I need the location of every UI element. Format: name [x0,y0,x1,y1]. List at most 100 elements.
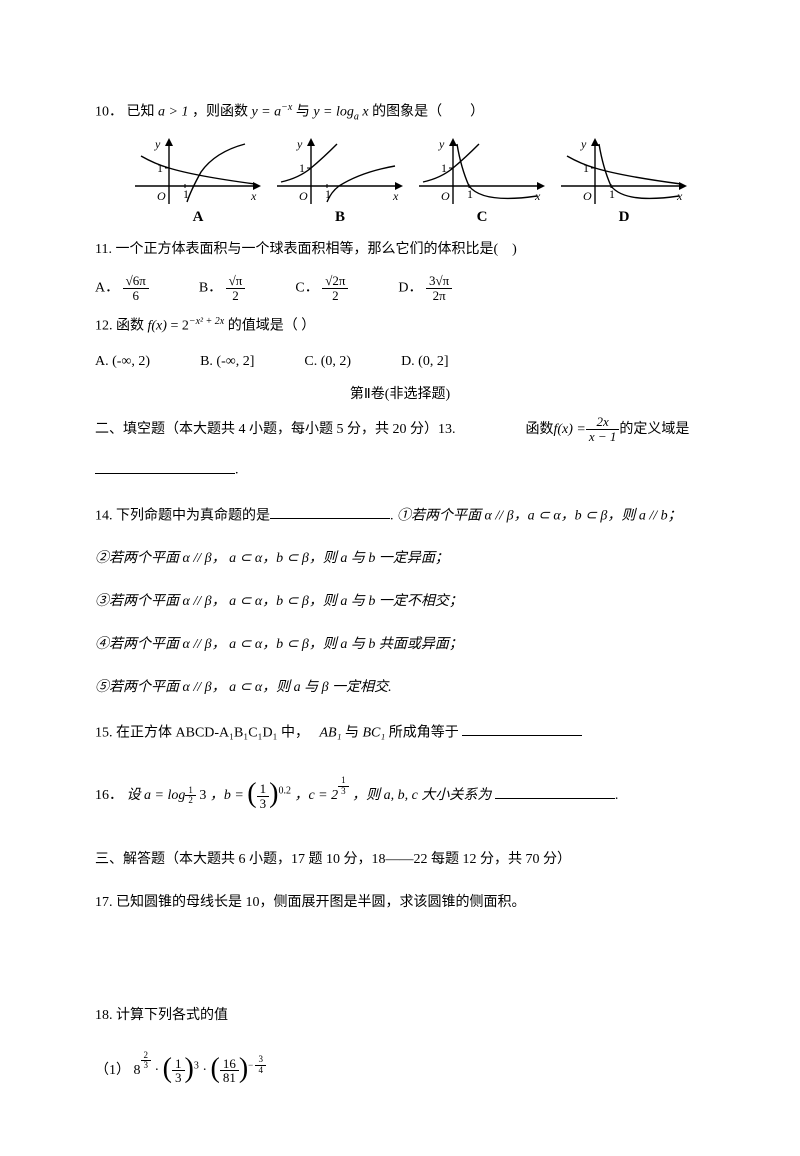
q18-num: 18. [95,1008,113,1023]
q16-num: 16． [95,788,123,803]
q16-b-basefrac: 13 [257,782,270,810]
q16-b-d: 3 [257,797,270,811]
question-14-lead: 14. 下列命题中为真命题的是. ①若两个平面 α // β，a ⊂ α，b ⊂… [95,503,705,526]
q11-B-label: B． [199,280,222,295]
q11-C-label: C． [295,280,318,295]
svg-text:O: O [441,189,450,203]
q11-B-num: √π [226,274,246,289]
q11-A-label: A． [95,280,119,295]
graph-b-label: B [277,206,403,229]
q11-B-frac: √π2 [226,274,246,302]
svg-text:x: x [392,189,399,203]
q11-num: 11. [95,242,112,257]
q14-s1: ①若两个平面 α // β，a ⊂ α，b ⊂ β，则 a // b； [397,508,682,523]
q15-blank [462,720,582,736]
q10-text-c: 与 [296,105,314,120]
q12-A: A. (-∞, 2) [95,351,150,372]
q11-optD: D． 3√π2π [398,274,452,302]
question-18: 18. 计算下列各式的值 [95,1005,705,1026]
q18-part-label: （1） [95,1063,130,1078]
q16-b-exp: 0.2 [278,786,291,797]
graph-c-label: C [419,206,545,229]
q15-seg2: BC₁ [362,725,385,740]
q18-t3n: 16 [220,1057,239,1072]
svg-text:y: y [296,138,303,151]
q11-options: A． √6π6 B． √π2 C． √2π2 D． 3√π2π [95,274,705,302]
q16-tail: ，则 a, b, c 大小关系为 [352,788,491,803]
sec2-num: 2x [586,415,620,430]
svg-text:y: y [580,138,587,151]
q12-num: 12. [95,319,113,334]
svg-text:y: y [154,138,161,151]
graph-b-svg: y x O 1 1 [277,138,403,204]
q10-f2: y = log [313,105,354,120]
graph-a-label: A [135,206,261,229]
q10-text-a: 已知 [127,105,159,120]
q12-f: f(x) [148,319,167,334]
q11-C-den: 2 [322,289,348,303]
q10-cond: a > 1 [158,105,188,120]
q11-optA: A． √6π6 [95,274,149,302]
q18-t2n: 1 [172,1057,185,1072]
q14-s4: ④若两个平面 α // β， a ⊂ α，b ⊂ β，则 a 与 b 共面或异面… [95,634,705,655]
svg-text:1: 1 [583,161,589,175]
graph-a: y x O 1 1 A [135,138,261,229]
section-3-intro: 三、解答题（本大题共 6 小题，17 题 10 分，18——22 每题 12 分… [95,849,705,870]
q18-e3d: 4 [255,1066,266,1075]
q12-B: B. (-∞, 2] [200,351,254,372]
q12-eq: = 2 [170,319,188,334]
graph-d-svg: y x O 1 1 [561,138,687,204]
question-16: 16． 设 a = log12 3 ，b = (13)0.2 ，c = 213 … [95,765,705,827]
q15-text-b: 所成角等于 [389,725,459,740]
graph-d-label: D [561,206,687,229]
q16-c-ed: 3 [338,787,349,796]
q18-t3d: 81 [220,1071,239,1085]
q16-b-lhs: ，b = [210,788,247,803]
q10-arg2: x [359,105,369,120]
graph-a-svg: y x O 1 1 [135,138,261,204]
q11-B-den: 2 [226,289,246,303]
q11-C-num: √2π [322,274,348,289]
q10-exp1: −x [281,102,292,113]
graph-b: y x O 1 1 B [277,138,403,229]
section-2-intro: 二、填空题（本大题共 4 小题，每小题 5 分，共 20 分）13. 函数 f(… [95,415,705,443]
q11-A-num: √6π [123,274,149,289]
q15-seg1: AB₁ [319,725,341,740]
q16-a-lhs: 设 a = log [127,788,186,803]
svg-text:x: x [250,189,257,203]
q11-D-frac: 3√π2π [426,274,452,302]
q12-text-b: 的值域是（ ） [228,319,316,334]
q18-t2d: 3 [172,1071,185,1085]
sec2-intro-c: 的定义域是 [619,419,689,440]
q18-e1d: 3 [141,1061,152,1070]
q18-dot2: · [202,1063,210,1078]
q10-text-b: ，则函数 [192,105,252,120]
q14-lead: 下列命题中为真命题的是 [116,508,270,523]
q11-C-frac: √2π2 [322,274,348,302]
q15-num: 15. [95,725,113,740]
graph-d: y x O 1 1 D [561,138,687,229]
q16-c-expfrac: 13 [338,776,349,796]
svg-text:1: 1 [157,161,163,175]
q11-D-num: 3√π [426,274,452,289]
q12-D: D. (0, 2] [401,351,448,372]
q18-t1: 8 [134,1063,141,1078]
q15-mid: 与 [345,725,363,740]
question-15: 15. 在正方体 ABCD-A₁B₁C₁D₁ 中， AB₁ 与 BC₁ 所成角等… [95,720,705,743]
q14-s2: ②若两个平面 α // β， a ⊂ α，b ⊂ β，则 a 与 b 一定异面； [95,548,705,569]
question-12: 12. 函数 f(x) = 2−x² + 2x 的值域是（ ） [95,314,705,337]
q12-text-a: 函数 [116,319,148,334]
sec2-f: f(x) = [554,419,586,440]
q12-C: C. (0, 2) [304,351,351,372]
svg-text:O: O [299,189,308,203]
q11-D-den: 2π [426,289,452,303]
q14-s3: ③若两个平面 α // β， a ⊂ α，b ⊂ β，则 a 与 b 一定不相交… [95,591,705,612]
q11-optB: B． √π2 [199,274,246,302]
q11-text: 一个正方体表面积与一个球表面积相等，那么它们的体积比是( ) [115,242,516,257]
q11-optC: C． √2π2 [295,274,348,302]
svg-text:O: O [157,189,166,203]
q16-c-lhs: ，c = 2 [294,788,338,803]
q18-dot1: · [155,1063,163,1078]
sec2-intro-a: 二、填空题（本大题共 4 小题，每小题 5 分，共 20 分）13. [95,419,456,440]
q11-D-label: D． [398,280,422,295]
